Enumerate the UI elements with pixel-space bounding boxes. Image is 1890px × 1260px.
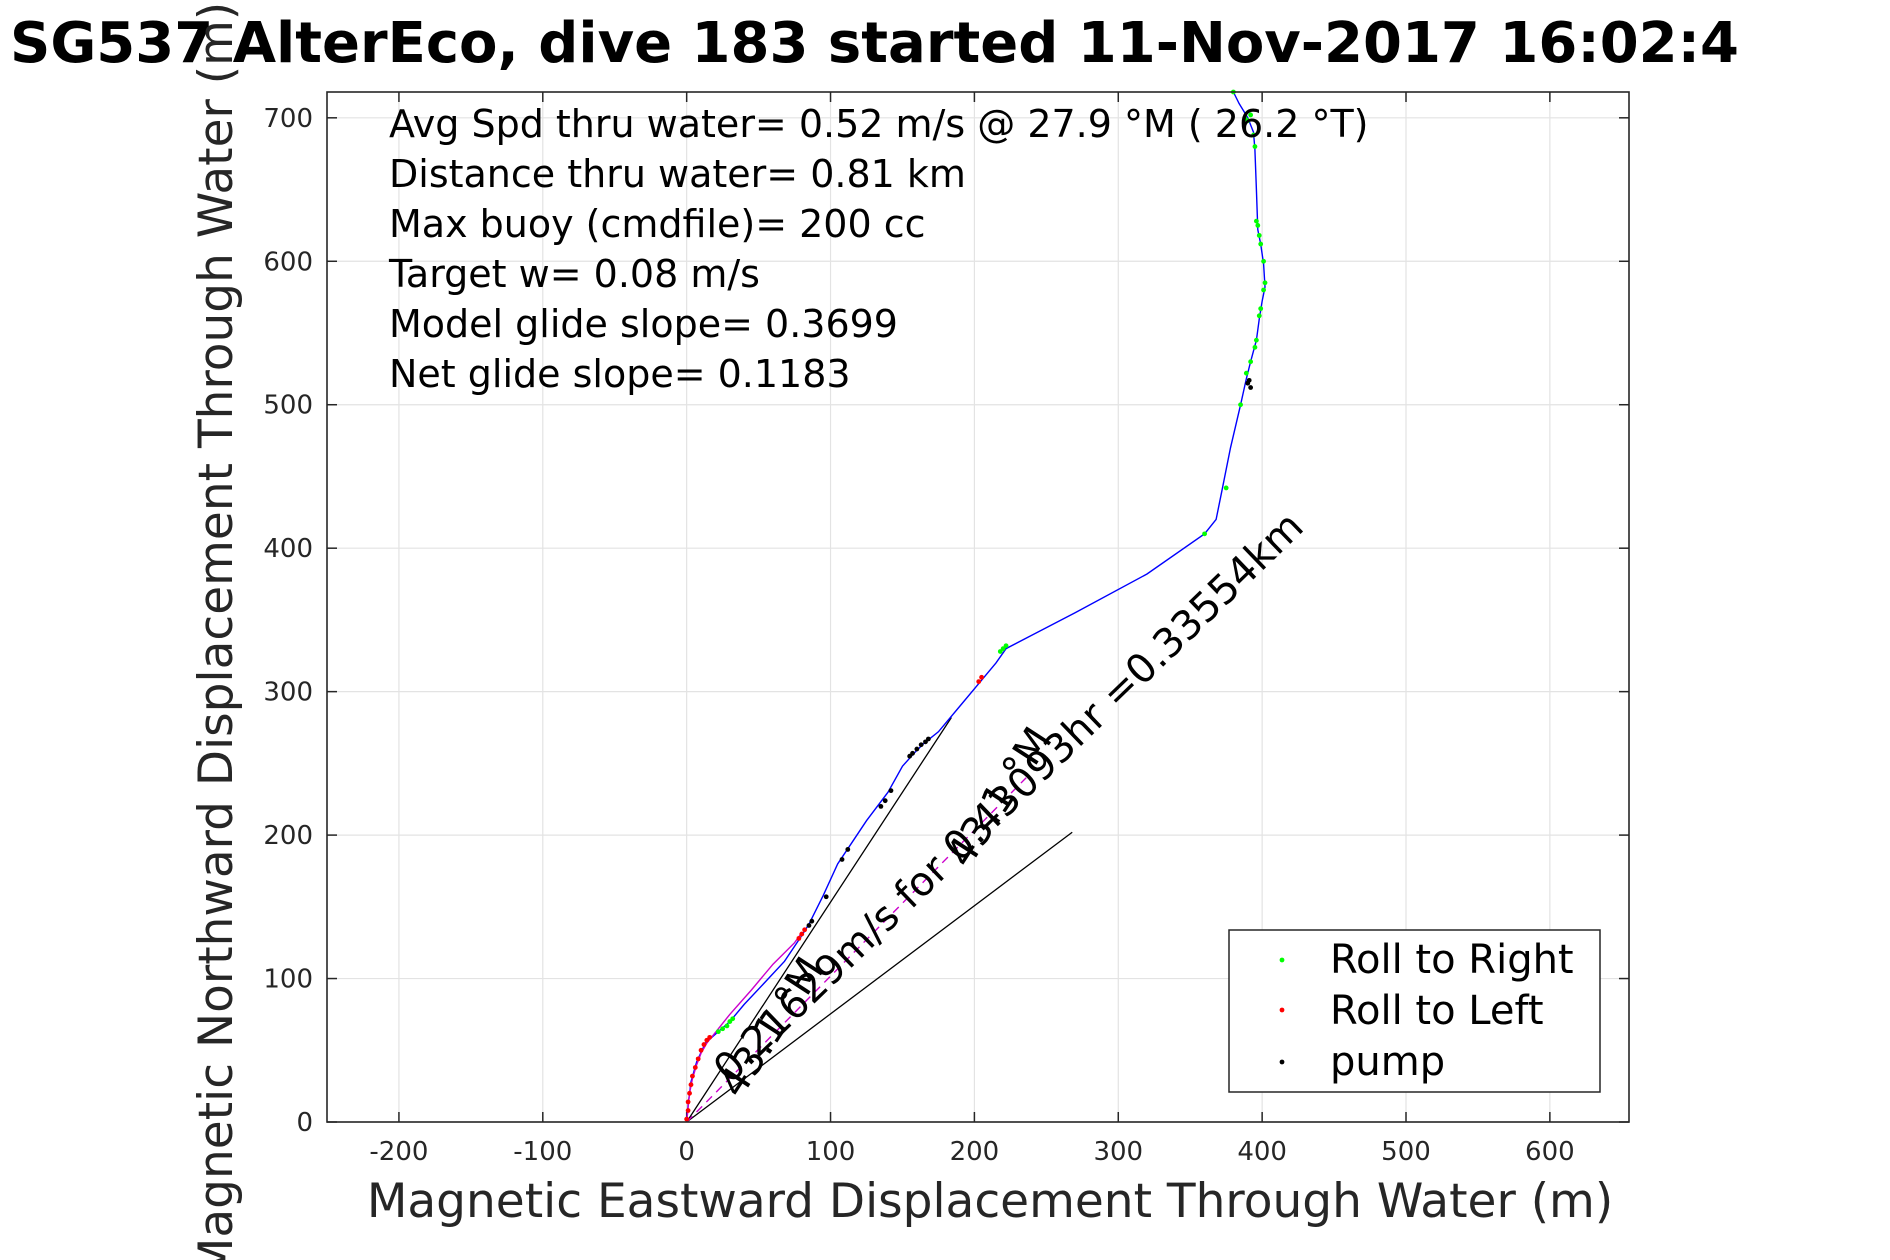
series-line-track bbox=[686, 91, 1266, 1123]
point-roll-to-left bbox=[688, 1082, 694, 1088]
point-roll-to-right bbox=[1202, 531, 1207, 537]
legend-marker-roll-left bbox=[1279, 1007, 1285, 1013]
point-roll-to-right bbox=[1248, 359, 1254, 365]
point-pump bbox=[882, 798, 888, 804]
stat-line-5: Model glide slope= 0.3699 bbox=[389, 302, 898, 346]
point-roll-to-right bbox=[1262, 280, 1268, 286]
point-pump bbox=[914, 746, 920, 752]
stats-block: Avg Spd thru water= 0.52 m/s @ 27.9 °M (… bbox=[388, 102, 1369, 396]
point-roll-to-right bbox=[1258, 306, 1264, 312]
point-roll-to-right bbox=[1258, 241, 1264, 247]
point-pump bbox=[1246, 377, 1252, 383]
point-pump bbox=[918, 742, 924, 748]
point-roll-to-left bbox=[799, 931, 805, 937]
legend-label-roll-left: Roll to Left bbox=[1330, 988, 1544, 1034]
legend-marker-pump bbox=[1279, 1059, 1285, 1065]
point-roll-to-right bbox=[1255, 223, 1261, 228]
reference-line-1 bbox=[686, 717, 952, 1123]
point-pump bbox=[823, 894, 829, 900]
series-line-magenta-dashed bbox=[686, 777, 1027, 1123]
stat-line-6: Net glide slope= 0.1183 bbox=[389, 352, 851, 396]
point-roll-to-right bbox=[1261, 258, 1266, 264]
point-roll-to-left bbox=[692, 1065, 698, 1070]
point-pump bbox=[845, 847, 851, 852]
legend-box bbox=[1228, 929, 1601, 1093]
point-roll-to-right bbox=[1251, 132, 1256, 138]
stat-line-1: Avg Spd thru water= 0.52 m/s @ 27.9 °M (… bbox=[389, 102, 1369, 146]
point-roll-to-right bbox=[1238, 402, 1243, 408]
point-pump bbox=[806, 923, 812, 928]
stat-line-2: Distance thru water= 0.81 km bbox=[389, 152, 966, 196]
stat-line-3: Max buoy (cmdfile)= 200 cc bbox=[389, 202, 926, 246]
point-roll-to-right bbox=[1223, 485, 1229, 491]
point-roll-to-left bbox=[685, 1108, 691, 1113]
point-roll-to-right bbox=[1003, 643, 1009, 649]
legend: Roll to Right Roll to Left pump bbox=[1228, 929, 1601, 1093]
x-tick-label: 300 bbox=[1093, 1137, 1143, 1167]
point-roll-to-left bbox=[687, 1090, 692, 1096]
point-roll-to-right bbox=[1253, 337, 1259, 343]
x-tick-label: -100 bbox=[513, 1137, 572, 1167]
series-points bbox=[684, 89, 1268, 1122]
x-tick-label: 600 bbox=[1525, 1137, 1575, 1167]
point-pump bbox=[910, 750, 915, 756]
point-roll-to-right bbox=[720, 1026, 726, 1032]
point-roll-to-left bbox=[690, 1073, 695, 1079]
point-roll-to-right bbox=[730, 1016, 736, 1022]
point-roll-to-right bbox=[1256, 233, 1262, 238]
y-tick-label: 200 bbox=[263, 821, 313, 851]
point-roll-to-right bbox=[1256, 313, 1262, 319]
reference-lines bbox=[686, 717, 1073, 1123]
y-tick-label: 700 bbox=[263, 104, 313, 134]
point-roll-to-right bbox=[1252, 144, 1258, 149]
point-roll-to-left bbox=[685, 1099, 691, 1105]
point-roll-to-left bbox=[698, 1047, 704, 1053]
point-pump bbox=[878, 804, 884, 809]
y-tick-label: 300 bbox=[263, 678, 313, 708]
x-tick-label: -200 bbox=[369, 1137, 428, 1167]
y-axis-label: Magnetic Northward Displacement Through … bbox=[189, 2, 244, 1260]
chart-title: SG537 AlterEco, dive 183 started 11-Nov-… bbox=[10, 11, 1739, 76]
y-tick-label: 0 bbox=[296, 1108, 313, 1138]
y-tick-label: 400 bbox=[263, 534, 313, 564]
point-roll-to-left bbox=[684, 1116, 690, 1122]
point-roll-to-right bbox=[1242, 115, 1248, 121]
point-roll-to-left bbox=[707, 1034, 713, 1040]
point-pump bbox=[888, 788, 894, 794]
reference-line-2 bbox=[686, 831, 1073, 1123]
point-pump bbox=[839, 857, 845, 862]
y-tick-label: 500 bbox=[263, 391, 313, 421]
x-tick-label: 100 bbox=[806, 1137, 856, 1167]
point-roll-to-right bbox=[1253, 218, 1259, 224]
y-tick-label: 100 bbox=[263, 965, 313, 995]
point-roll-to-right bbox=[1243, 370, 1249, 376]
y-tick-label: 600 bbox=[263, 247, 313, 277]
x-tick-label: 500 bbox=[1381, 1137, 1431, 1167]
point-roll-to-left bbox=[796, 935, 802, 941]
point-roll-to-left bbox=[976, 679, 982, 684]
x-tick-label: 0 bbox=[678, 1137, 695, 1167]
x-tick-label: 200 bbox=[950, 1137, 1000, 1167]
legend-marker-roll-right bbox=[1279, 957, 1285, 963]
point-roll-to-left bbox=[802, 927, 808, 933]
x-axis-label: Magnetic Eastward Displacement Through W… bbox=[367, 1174, 1613, 1229]
legend-label-roll-right: Roll to Right bbox=[1330, 937, 1574, 983]
point-pump bbox=[1248, 385, 1254, 390]
point-roll-to-left bbox=[701, 1042, 707, 1047]
point-roll-to-left bbox=[979, 674, 984, 680]
point-pump bbox=[925, 736, 931, 742]
point-roll-to-right bbox=[1248, 112, 1254, 118]
point-roll-to-right bbox=[1252, 344, 1258, 350]
point-roll-to-right bbox=[724, 1023, 730, 1029]
stat-line-4: Target w= 0.08 m/s bbox=[388, 252, 760, 296]
point-roll-to-left bbox=[695, 1056, 701, 1062]
x-tick-label: 400 bbox=[1237, 1137, 1287, 1167]
point-roll-to-right bbox=[715, 1029, 721, 1035]
point-roll-to-right bbox=[1261, 287, 1266, 293]
point-pump bbox=[809, 918, 815, 924]
axis-ticks: -200 -100 0 100 200 300 400 500 600 0 100 200 300 400… bbox=[263, 92, 1629, 1167]
plot-frame bbox=[326, 91, 1630, 1123]
legend-label-pump: pump bbox=[1330, 1039, 1445, 1085]
